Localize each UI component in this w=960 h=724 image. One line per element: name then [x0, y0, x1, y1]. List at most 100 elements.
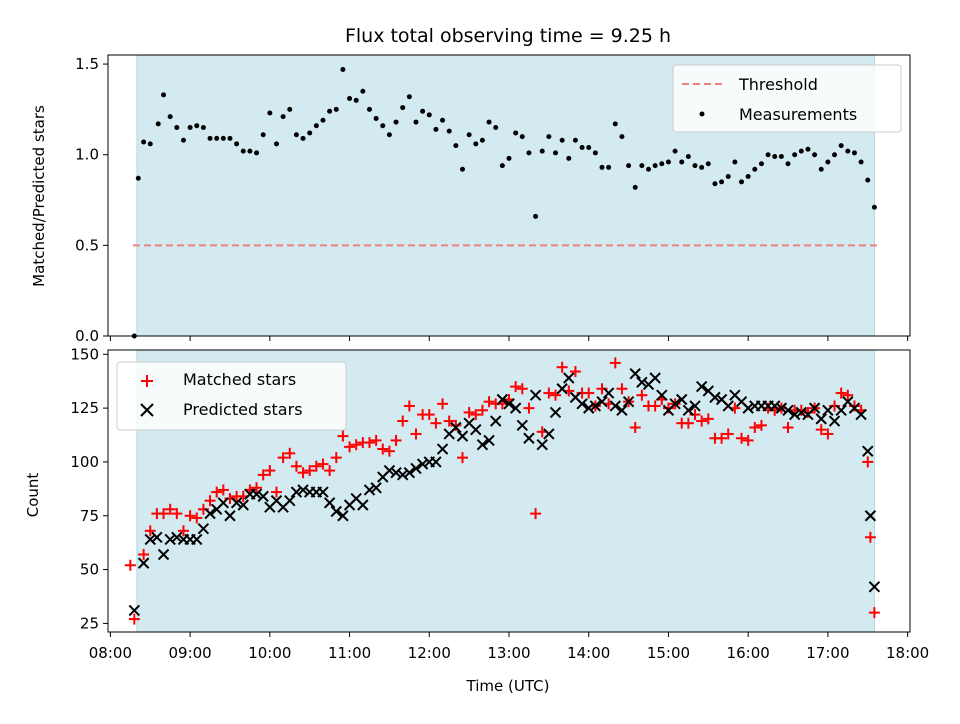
- matched-star-point: [530, 508, 542, 520]
- measurement-point: [665, 159, 671, 165]
- measurement-point: [586, 144, 592, 150]
- matched-star-point: [144, 525, 156, 537]
- predicted-star-point: [171, 531, 183, 543]
- measurement-point: [167, 114, 173, 120]
- measurement-point: [234, 141, 240, 147]
- measurement-point: [420, 108, 426, 114]
- predicted-star-point: [164, 533, 176, 546]
- count-legend-box: [116, 361, 347, 431]
- predicted-star-point: [769, 400, 781, 412]
- measurement-point: [400, 105, 406, 111]
- predicted-star-point: [430, 456, 442, 468]
- measurement-point: [287, 106, 293, 112]
- count-legend: Matched stars Predicted stars: [116, 361, 347, 431]
- measurement-point: [147, 141, 153, 147]
- predicted-star-point: [224, 510, 236, 522]
- predicted-star-point: [516, 419, 528, 432]
- ratio-y-axis-label: Matched/Predicted stars: [30, 105, 48, 287]
- matched-star-point: [636, 389, 648, 401]
- matched-star-point: [463, 406, 475, 418]
- predicted-star-point: [828, 415, 841, 427]
- x-tick-label: 12:00: [408, 644, 451, 662]
- matched-star-point: [749, 421, 761, 433]
- matched-star-point: [716, 432, 728, 444]
- predicted-star-point: [470, 423, 482, 436]
- measurement-point: [572, 137, 578, 143]
- measurement-point: [300, 135, 306, 141]
- matched-star-point: [344, 441, 356, 453]
- measurement-point: [765, 152, 771, 158]
- matched-star-point: [330, 452, 342, 464]
- x-tick-label: 16:00: [727, 644, 770, 662]
- predicted-star-point: [128, 604, 141, 617]
- matched-star-point: [297, 467, 309, 479]
- count-y-tick-label: 100: [70, 453, 99, 471]
- ratio-y-tick-label: 1.0: [75, 146, 99, 164]
- predicted-star-point: [543, 428, 555, 440]
- predicted-star-point: [669, 398, 681, 410]
- predicted-star-point: [523, 432, 535, 444]
- predicted-star-point: [237, 499, 249, 511]
- measurement-point: [546, 134, 552, 140]
- measurement-point: [652, 163, 658, 169]
- predicted-star-point: [144, 533, 156, 546]
- matched-star-point: [128, 613, 140, 625]
- measurement-point: [327, 108, 333, 114]
- predicted-star-point: [862, 445, 874, 457]
- predicted-star-point: [808, 402, 821, 414]
- x-tick-label: 10:00: [248, 644, 291, 662]
- matched-star-point: [456, 452, 468, 464]
- predicted-star-point: [563, 372, 575, 384]
- predicted-star-point: [250, 488, 263, 500]
- matched-star-point: [304, 465, 316, 477]
- predicted-star-point: [436, 443, 449, 455]
- measurement-point: [347, 96, 353, 102]
- measurement-point: [220, 135, 226, 141]
- measurement-point: [553, 150, 559, 156]
- measurement-point: [493, 125, 499, 131]
- measurement-point: [353, 97, 359, 103]
- matched-star-point: [736, 432, 748, 444]
- matched-star-point: [516, 383, 528, 395]
- predicted-star-point: [490, 415, 502, 427]
- x-tick-label: 17:00: [806, 644, 849, 662]
- predicted-star-point: [589, 400, 602, 412]
- predicted-star-point: [742, 402, 754, 414]
- ratio-legend: Threshold Measurements: [672, 64, 902, 133]
- measurement-point: [626, 163, 632, 169]
- measurement-point: [871, 204, 877, 210]
- measurement-point: [280, 114, 286, 120]
- measurement-point: [446, 128, 452, 134]
- matched-star-point: [217, 484, 229, 496]
- matched-star-point: [124, 559, 136, 571]
- x-tick-label: 14:00: [567, 644, 610, 662]
- measurement-point: [247, 148, 253, 154]
- measurement-point: [506, 155, 512, 161]
- measurement-point: [712, 181, 718, 187]
- matched-star-point: [430, 417, 442, 429]
- predicted-star-point: [357, 499, 369, 511]
- predicted-star-point: [416, 458, 429, 470]
- x-axis-label: Time (UTC): [466, 677, 550, 695]
- matched-star-point: [410, 428, 422, 440]
- measurement-point: [745, 173, 751, 179]
- matched-star-point: [191, 512, 203, 524]
- predicted-star-point: [383, 464, 396, 477]
- measurement-point: [606, 164, 612, 170]
- measurement-point: [639, 163, 645, 169]
- x-tick-label: 11:00: [328, 644, 371, 662]
- measurement-point: [646, 166, 652, 172]
- measurement-point: [739, 179, 745, 185]
- measurement-point: [214, 135, 220, 141]
- measurement-point: [440, 117, 446, 123]
- predicted-star-point: [496, 393, 509, 406]
- measurement-point: [174, 125, 180, 131]
- matched-star-point: [370, 434, 382, 446]
- measurement-point: [812, 152, 818, 158]
- ratio-y-tick-label: 0.5: [75, 236, 99, 254]
- predicted-star-point: [337, 510, 349, 522]
- predicted-star-point: [456, 430, 469, 442]
- matched-legend-marker: [141, 375, 153, 387]
- matched-star-point: [177, 525, 189, 537]
